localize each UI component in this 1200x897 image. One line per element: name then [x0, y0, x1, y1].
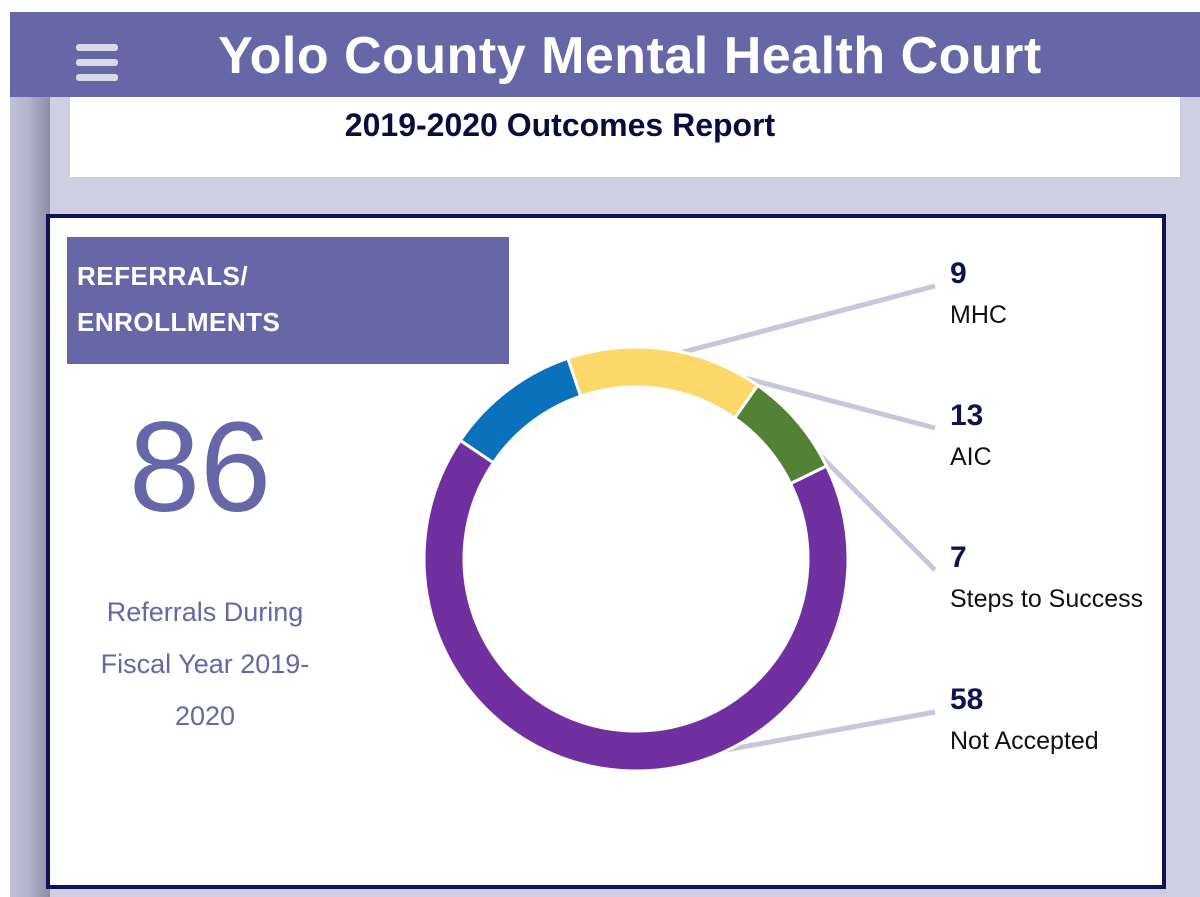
left-rail — [0, 0, 10, 897]
legend-item-not-accepted: 58 Not Accepted — [950, 682, 1160, 757]
referrals-label-line1: REFERRALS/ — [77, 261, 249, 291]
header-bar — [10, 12, 1200, 97]
donut-chart — [422, 283, 937, 773]
hamburger-menu-icon[interactable] — [76, 44, 118, 84]
referrals-label: REFERRALS/ ENROLLMENTS — [77, 253, 497, 345]
caption-line2: Fiscal Year 2019- — [100, 649, 310, 679]
menu-line — [76, 44, 118, 51]
subtitle-band: 2019-2020 Outcomes Report — [70, 97, 1180, 177]
page-title: Yolo County Mental Health Court — [218, 27, 1042, 85]
legend-value: 13 — [950, 399, 984, 432]
donut-slice-aic — [565, 345, 760, 421]
donut-slice-mhc — [458, 356, 583, 465]
legend-value: 9 — [950, 257, 967, 290]
referrals-label-line2: ENROLLMENTS — [77, 307, 281, 337]
total-referrals: 86 — [128, 396, 272, 539]
legend-label: AIC — [950, 443, 992, 471]
menu-line — [76, 74, 118, 81]
legend-item-steps: 7 Steps to Success — [950, 540, 1160, 615]
total-caption: Referrals During Fiscal Year 2019- 2020 — [70, 586, 340, 742]
legend-label: Not Accepted — [950, 727, 1099, 755]
referrals-label-box: REFERRALS/ ENROLLMENTS — [67, 237, 509, 364]
report-subtitle: 2019-2020 Outcomes Report — [344, 107, 776, 143]
top-edge — [0, 0, 1200, 12]
donut-slice-steps-to-success — [732, 383, 829, 486]
legend-value: 58 — [950, 683, 984, 716]
left-shadow — [10, 96, 50, 897]
referrals-panel: REFERRALS/ ENROLLMENTS 86 Referrals Duri… — [46, 214, 1166, 889]
caption-line1: Referrals During — [106, 597, 304, 627]
donut-slice-not-accepted — [422, 438, 850, 773]
caption-line3: 2020 — [174, 701, 236, 731]
legend-item-aic: 13 AIC — [950, 398, 1160, 473]
menu-line — [76, 59, 118, 66]
legend-label: MHC — [950, 301, 1007, 329]
legend-label: Steps to Success — [950, 585, 1144, 613]
legend-item-mhc: 9 MHC — [950, 256, 1160, 331]
legend-value: 7 — [950, 541, 967, 574]
